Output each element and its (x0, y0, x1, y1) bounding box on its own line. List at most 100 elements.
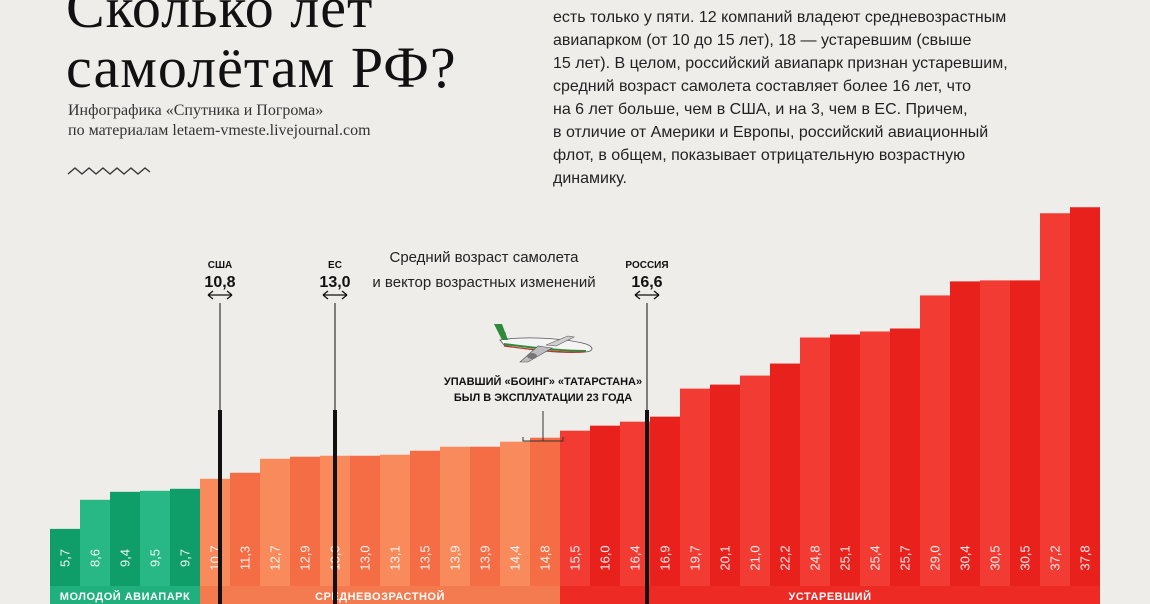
bar (740, 375, 770, 586)
bar (80, 499, 110, 586)
bar-value-label: 37,8 (1078, 545, 1093, 570)
bar-value-label: 13,5 (418, 545, 433, 570)
intro-line: средний возраст самолета составляет боле… (553, 78, 971, 95)
category-band (200, 586, 560, 604)
reference-value: 10,8 (204, 274, 235, 291)
intro-text: есть только у пяти. 12 компаний владеют … (553, 6, 1113, 190)
bar-value-label: 25,4 (868, 545, 883, 570)
bar (200, 478, 230, 586)
reference-arrow-icon (207, 290, 233, 300)
bar-value-label: 30,4 (958, 545, 973, 570)
reference-value: 13,0 (319, 274, 350, 291)
bar (140, 490, 170, 586)
bar-value-label: 5,7 (58, 549, 73, 567)
bar (800, 337, 830, 586)
bar (590, 425, 620, 586)
bar (440, 446, 470, 586)
airplane-icon (494, 324, 593, 363)
category-band-label: СРЕДНЕВОЗРАСТНОЙ (315, 590, 445, 603)
intro-line: на 6 лет больше, чем в США, и на 3, чем … (553, 101, 968, 118)
bar-value-label: 9,7 (178, 549, 193, 567)
bar-value-label: 25,1 (838, 545, 853, 570)
bar (470, 446, 500, 586)
bar-value-label: 30,5 (988, 545, 1003, 570)
bar-value-label: 21,0 (748, 545, 763, 570)
bar-value-label: 14,8 (538, 545, 553, 570)
bar-value-label: 20,1 (718, 545, 733, 570)
bar-value-label: 16,0 (598, 545, 613, 570)
bar-value-label: 9,5 (148, 549, 163, 567)
bar (1070, 207, 1100, 586)
bar-value-label: 13,9 (448, 545, 463, 570)
category-band-label: МОЛОДОЙ АВИАПАРК (60, 590, 190, 603)
category-band (560, 586, 1100, 604)
bar (290, 456, 320, 586)
annotation-line-2: БЫЛ В ЭКСПЛУАТАЦИИ 23 ГОДА (454, 392, 632, 404)
bar (530, 437, 560, 586)
title-line-2: самолётам РФ? (66, 35, 457, 100)
bar (860, 331, 890, 586)
bar (830, 334, 860, 586)
reference-arrow-icon (634, 290, 660, 300)
reference-value: 16,6 (631, 274, 662, 291)
intro-line: есть только у пяти. 12 компаний владеют … (553, 9, 1007, 26)
bar (50, 528, 80, 586)
bar (170, 488, 200, 586)
bar (260, 458, 290, 586)
intro-line: флот, в общем, показывает отрицательную … (553, 147, 966, 164)
page-title: Сколько лет самолётам РФ? (66, 0, 457, 98)
subtitle: Инфографика «Спутника и Погрома» по мате… (68, 101, 371, 141)
reference-line (218, 410, 222, 604)
bar-value-label: 13,0 (358, 545, 373, 570)
bar (350, 455, 380, 586)
bar (410, 450, 440, 586)
annotation-line-1: УПАВШИЙ «БОИНГ» «ТАТАРСТАНА» (444, 375, 642, 388)
bar-value-label: 13,1 (388, 545, 403, 570)
reference-label: США (208, 260, 233, 271)
bar-value-label: 8,6 (88, 549, 103, 567)
chart-title-line-2: и вектор возрастных изменений (372, 274, 595, 291)
bar-value-label: 25,7 (898, 545, 913, 570)
bar (950, 281, 980, 586)
category-band-label: УСТАРЕВШИЙ (789, 590, 872, 603)
bar-value-label: 29,0 (928, 545, 943, 570)
bar (980, 280, 1010, 586)
reference-line (645, 410, 649, 604)
intro-line: в отличие от Америки и Европы, российски… (553, 124, 989, 141)
bar (380, 454, 410, 586)
reference-label: ЕС (328, 260, 342, 271)
bar-value-label: 22,2 (778, 545, 793, 570)
bar (710, 384, 740, 586)
bar-value-label: 24,8 (808, 545, 823, 570)
bar-value-label: 16,4 (628, 545, 643, 570)
bar (110, 491, 140, 586)
bar-value-label: 12,9 (298, 545, 313, 570)
bar-value-label: 19,7 (688, 545, 703, 570)
bar-value-label: 13,9 (478, 545, 493, 570)
title-line-1: Сколько лет (66, 0, 374, 40)
reference-arrow-icon (322, 290, 348, 300)
bar-value-label: 14,4 (508, 545, 523, 570)
bar (920, 295, 950, 586)
bar-value-label: 9,4 (118, 549, 133, 567)
bar-value-label: 15,5 (568, 545, 583, 570)
subtitle-line-2: по материалам letaem-vmeste.livejournal.… (68, 122, 371, 139)
bar-value-label: 11,3 (238, 546, 253, 570)
bar (500, 441, 530, 586)
category-band (50, 586, 200, 604)
bar (1040, 213, 1070, 587)
bar-value-label: 16,9 (658, 545, 673, 570)
bar-value-label: 37,2 (1048, 545, 1063, 570)
bar (1010, 280, 1040, 586)
bar (650, 416, 680, 586)
bar (680, 388, 710, 586)
bar-value-label: 30,5 (1018, 545, 1033, 570)
reference-label: РОССИЯ (625, 260, 668, 271)
bar-value-label: 12,7 (268, 545, 283, 570)
bar (560, 430, 590, 586)
bar (770, 363, 800, 586)
intro-line: авиапарком (от 10 до 15 лет), 18 — устар… (553, 32, 972, 49)
subtitle-line-1: Инфографика «Спутника и Погрома» (68, 102, 324, 119)
bar (230, 472, 260, 586)
